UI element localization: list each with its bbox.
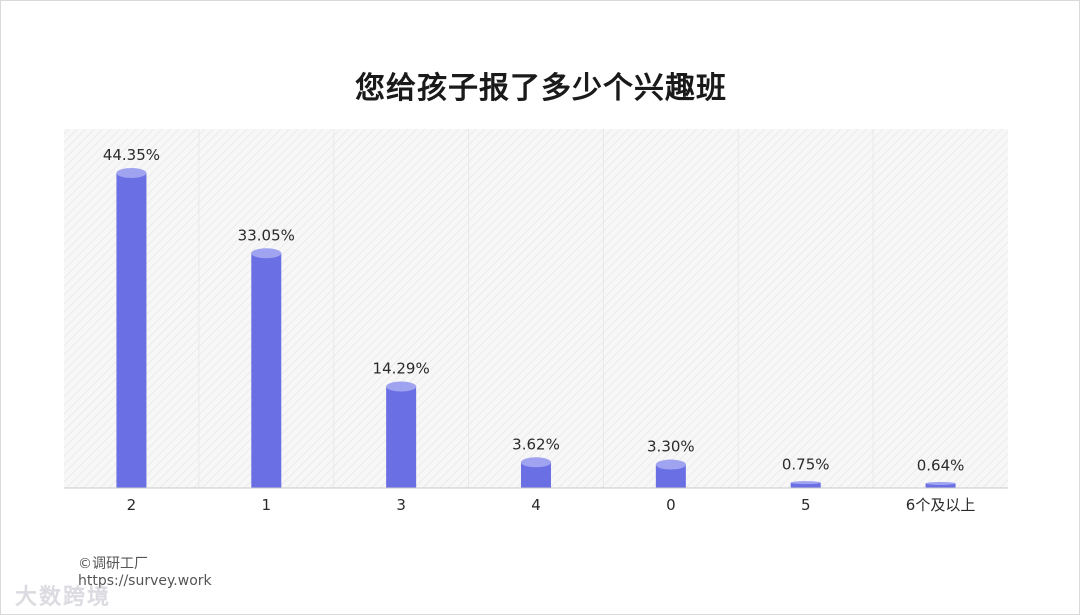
bar-cap-4 [655, 459, 686, 470]
bar-5[interactable] [790, 482, 821, 488]
column-band [738, 129, 874, 488]
category-label-1: 1 [262, 496, 272, 514]
watermark-logo: 大数跨境 [15, 585, 112, 610]
category-label-4: 0 [666, 496, 676, 514]
category-label-6: 6个及以上 [906, 496, 976, 514]
category-label-0: 2 [127, 496, 137, 514]
value-label-5: 0.75% [782, 456, 830, 474]
bar-cap-2 [386, 381, 417, 392]
category-label-2: 3 [396, 496, 406, 514]
bar-cap-0 [116, 168, 147, 178]
bar-cap-1 [251, 248, 282, 259]
bar-0[interactable] [116, 173, 147, 488]
bar-1[interactable] [251, 253, 282, 488]
value-labels-group: 44.35% 33.05% 14.29% 3.62% 3.30% 0.75% 0.64% [103, 146, 965, 474]
bar-cap-5 [790, 481, 821, 485]
bar-cap-6 [925, 481, 956, 485]
bar-cap-3 [521, 457, 551, 468]
bar-4[interactable] [655, 464, 686, 488]
source-url: https://survey.work [78, 573, 212, 589]
bars-group [116, 168, 956, 488]
column-band [603, 129, 739, 488]
value-label-3: 3.62% [512, 435, 560, 453]
category-label-3: 4 [531, 496, 541, 514]
value-label-6: 0.64% [917, 456, 965, 474]
category-labels-group: 2 1 3 4 0 5 6个及以上 [127, 496, 976, 514]
column-bands [64, 129, 1008, 488]
chart-title: 您给孩子报了多少个兴趣班 [355, 71, 727, 106]
category-label-5: 5 [801, 496, 811, 514]
value-label-4: 3.30% [647, 438, 695, 456]
column-band [873, 129, 1008, 488]
value-label-1: 33.05% [238, 226, 295, 244]
column-band [468, 129, 604, 488]
source-credit: ©调研工厂 [78, 556, 148, 572]
value-label-2: 14.29% [373, 360, 430, 378]
bar-6[interactable] [925, 483, 956, 488]
value-label-0: 44.35% [103, 146, 160, 164]
bar-2[interactable] [386, 386, 417, 488]
